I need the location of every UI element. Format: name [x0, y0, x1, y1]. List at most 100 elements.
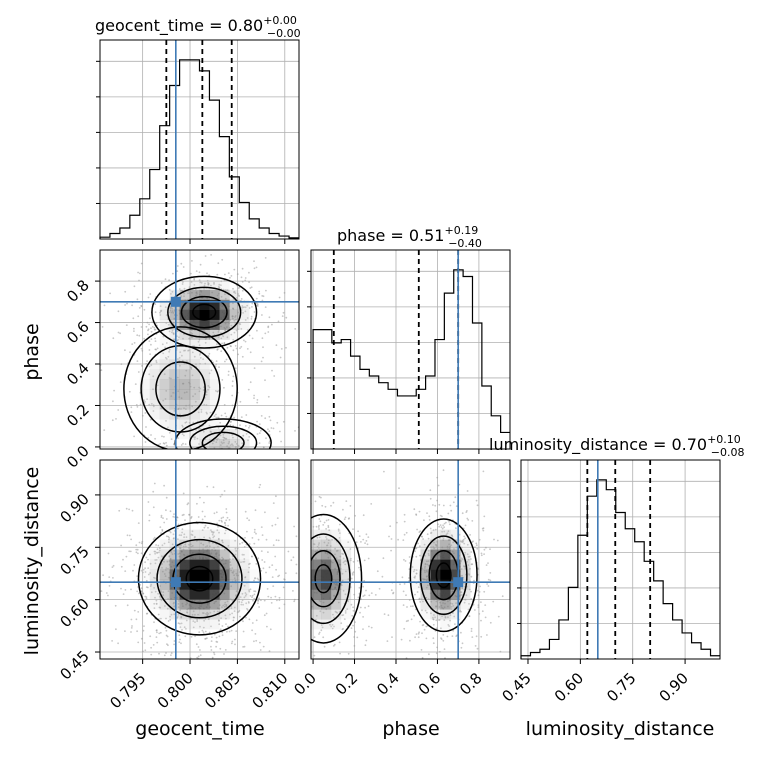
sample-point: [268, 593, 270, 595]
sample-point: [238, 609, 241, 612]
sample-point: [115, 628, 117, 631]
sample-point: [216, 349, 219, 351]
sample-point: [177, 622, 180, 625]
sample-point: [352, 606, 354, 609]
sample-point: [211, 442, 214, 445]
sample-point: [251, 622, 254, 624]
sample-point: [351, 614, 354, 617]
density-cell: [229, 289, 240, 301]
sample-point: [233, 606, 236, 609]
sample-point: [213, 547, 216, 549]
sample-point: [362, 616, 364, 618]
sample-point: [293, 525, 295, 528]
sample-point: [458, 533, 461, 536]
sample-point: [480, 635, 483, 638]
sample-point: [233, 291, 235, 293]
sample-point: [168, 330, 171, 333]
sample-point: [213, 446, 216, 449]
sample-point: [251, 537, 254, 539]
sample-point: [169, 619, 172, 621]
density-cell: [159, 589, 170, 600]
sample-point: [304, 562, 306, 564]
sample-point: [302, 564, 304, 566]
sample-point: [284, 572, 287, 574]
sample-point: [449, 504, 452, 507]
sample-point: [308, 535, 310, 537]
sample-point: [305, 529, 307, 531]
sample-point: [177, 358, 179, 360]
density-cell: [139, 399, 151, 410]
density-cell: [330, 599, 342, 610]
sample-point: [152, 490, 155, 493]
density-cell: [209, 559, 220, 570]
sample-point: [360, 541, 362, 543]
sample-point: [153, 328, 156, 331]
sample-point: [255, 302, 258, 305]
sample-point: [163, 373, 166, 376]
density-cell: [189, 299, 200, 310]
sample-point: [149, 585, 152, 587]
sample-point: [181, 354, 183, 357]
sample-point: [146, 457, 148, 459]
sample-point: [112, 577, 114, 579]
density-cell: [159, 399, 170, 410]
sample-point: [207, 385, 210, 387]
sample-point: [304, 568, 306, 570]
sample-point: [188, 543, 190, 546]
sample-point: [248, 307, 251, 309]
sample-point: [301, 543, 303, 545]
sample-point: [281, 639, 283, 641]
sample-point: [163, 560, 165, 563]
sample-point: [338, 641, 341, 644]
sample-point: [445, 521, 447, 524]
sample-point: [129, 550, 132, 553]
sample-point: [440, 526, 443, 528]
sample-point: [325, 528, 327, 530]
density-cell: [189, 369, 200, 380]
sample-point: [201, 518, 204, 521]
sample-point: [448, 687, 450, 689]
sample-point: [192, 421, 195, 424]
sample-point: [135, 548, 138, 551]
sample-point: [234, 553, 237, 556]
sample-point: [430, 531, 433, 534]
sample-point: [200, 281, 203, 284]
sample-point: [304, 593, 306, 595]
sample-point: [334, 610, 337, 613]
sample-point: [145, 556, 148, 559]
sample-point: [483, 548, 486, 551]
sample-point: [279, 564, 281, 566]
sample-point: [93, 540, 95, 542]
sample-point: [391, 636, 393, 638]
density-cell: [229, 329, 240, 340]
sample-point: [289, 600, 291, 602]
density-cell: [239, 579, 250, 590]
y-tick-label: 0.8: [63, 276, 93, 306]
sample-point: [290, 481, 292, 483]
sample-point: [240, 416, 243, 418]
sample-point: [416, 528, 418, 531]
sample-point: [244, 510, 247, 513]
sample-point: [240, 601, 243, 604]
sample-point: [218, 519, 221, 522]
sample-point: [487, 585, 490, 587]
sample-point: [172, 321, 175, 324]
sample-point: [477, 594, 480, 597]
sample-point: [270, 593, 272, 595]
sample-point: [221, 541, 224, 544]
sample-point: [150, 646, 153, 649]
density-cell: [311, 619, 322, 630]
density-cell: [149, 389, 160, 400]
density-geocent_time-phase: [100, 250, 299, 459]
sample-point: [260, 550, 263, 552]
sample-point: [179, 413, 181, 416]
sample-point: [343, 518, 346, 521]
sample-point: [501, 595, 504, 598]
sample-point: [204, 362, 207, 365]
sample-point: [209, 538, 212, 540]
sample-point: [194, 400, 197, 403]
sample-point: [230, 345, 232, 348]
contour-line: [151, 275, 258, 349]
sample-point: [318, 631, 321, 634]
sample-point: [244, 536, 246, 539]
